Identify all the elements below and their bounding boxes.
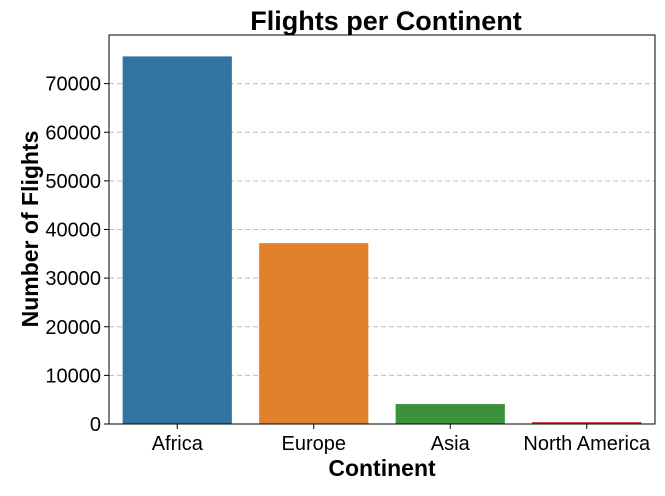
x-tick-label: North America <box>523 433 651 455</box>
x-tick-label: Europe <box>282 433 347 455</box>
y-tick-label: 70000 <box>45 74 101 96</box>
bars <box>122 56 642 425</box>
bar-north-america <box>532 422 642 424</box>
x-axis-ticks: Africa Europe Asia North America <box>152 424 651 455</box>
y-tick-label: 40000 <box>45 220 101 242</box>
bar-africa <box>122 56 232 425</box>
x-tick-label: Asia <box>431 433 471 455</box>
chart-title: Flights per Continent <box>250 6 521 36</box>
x-axis-title: Continent <box>328 455 436 481</box>
y-tick-label: 60000 <box>45 122 101 144</box>
bar-asia <box>395 404 505 424</box>
y-tick-label: 30000 <box>45 268 101 290</box>
y-tick-label: 10000 <box>45 365 101 387</box>
y-tick-label: 20000 <box>45 317 101 339</box>
y-tick-label: 50000 <box>45 171 101 193</box>
bar-europe <box>259 243 369 424</box>
y-axis-title: Number of Flights <box>17 131 43 328</box>
y-tick-label: 0 <box>90 414 101 436</box>
y-axis-ticks: 0 10000 20000 30000 40000 50000 60000 70000 <box>45 74 109 436</box>
x-tick-label: Africa <box>152 433 204 455</box>
